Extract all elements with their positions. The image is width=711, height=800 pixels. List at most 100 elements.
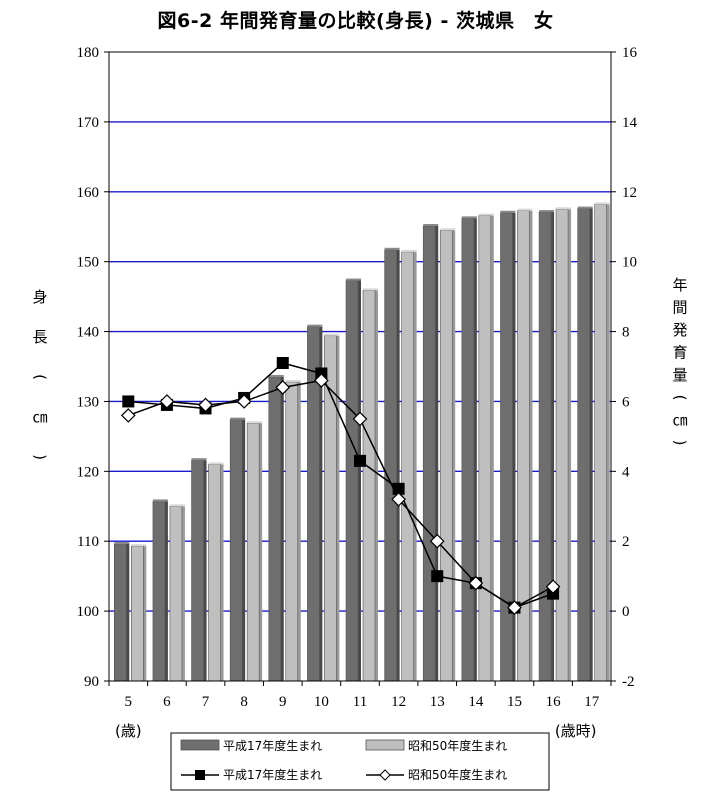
line-marker-diamond <box>120 408 136 423</box>
line-marker-diamond <box>275 380 291 395</box>
bar-top <box>208 462 224 465</box>
bar <box>208 464 221 682</box>
y-right-tick-label: 0 <box>622 604 630 620</box>
bar-shade <box>297 381 301 681</box>
bar-shade <box>529 210 533 682</box>
bar-top <box>131 544 147 547</box>
bar-top <box>324 333 340 336</box>
line-marker-diamond <box>236 394 252 409</box>
legend-label: 昭和50年度生まれ <box>408 738 507 753</box>
x-tick-label: 16 <box>546 694 562 710</box>
y-left-tick-label: 110 <box>77 534 99 550</box>
bar-shade <box>259 423 263 681</box>
y-right-tick-label: 16 <box>622 45 638 61</box>
line-marker-diamond <box>352 411 368 427</box>
legend-swatch-bar <box>365 739 405 751</box>
bar <box>229 419 243 682</box>
x-unit-label: (歳) <box>115 722 142 740</box>
y-right-tick-label: 2 <box>622 534 630 550</box>
bar-top <box>500 210 516 213</box>
bar-shade <box>181 506 185 681</box>
bar-top <box>191 458 207 461</box>
bar-shade <box>473 218 477 681</box>
y-right-axis-label: ) <box>671 440 689 446</box>
y-left-axis-label: ㎝ <box>32 408 47 426</box>
bar-top <box>461 216 477 219</box>
y-right-axis-label: 量 <box>672 366 687 384</box>
bar-top <box>363 288 378 291</box>
y-right-axis-label: 間 <box>672 299 687 317</box>
bar-shade <box>280 376 284 681</box>
y-right-axis-label: ( <box>671 395 689 401</box>
y-right-axis-label: ㎝ <box>672 411 687 429</box>
legend-label: 平成17年度生まれ <box>223 767 322 782</box>
x-tick-label: 12 <box>391 694 406 710</box>
bar-shade <box>203 460 207 681</box>
legend-label: 昭和50年度生まれ <box>408 767 507 782</box>
x-tick-label: 8 <box>240 694 248 710</box>
line-marker-diamond <box>545 579 561 594</box>
bar-shade <box>375 290 378 681</box>
x-tick-label: 14 <box>468 694 484 710</box>
line-marker-diamond <box>507 600 522 615</box>
line-marker-diamond <box>314 373 329 388</box>
bar <box>324 335 337 682</box>
bar-top <box>423 224 439 227</box>
bar <box>152 501 166 682</box>
y-right-tick-label: 8 <box>622 325 630 341</box>
line-marker-diamond <box>159 394 175 409</box>
bar-top <box>152 499 168 502</box>
bar-top <box>401 249 417 252</box>
bar-top <box>230 417 246 420</box>
bar-shade <box>396 249 400 681</box>
bar-top <box>346 278 361 281</box>
y-left-tick-label: 140 <box>77 325 100 341</box>
bar-shade <box>452 230 456 681</box>
y-right-tick-label: 10 <box>622 255 637 271</box>
bar <box>345 280 359 682</box>
x-unit-label: (歳時) <box>555 722 597 740</box>
line-marker-square <box>122 395 135 408</box>
y-right-tick-label: 14 <box>622 115 638 131</box>
bar <box>114 543 127 682</box>
line-marker-square <box>354 454 366 467</box>
bar <box>191 459 204 682</box>
bar <box>169 505 183 682</box>
bar-shade <box>413 251 417 682</box>
legend-box <box>170 732 550 791</box>
y-right-axis-label: 育 <box>672 344 687 362</box>
bar <box>594 204 607 682</box>
bar <box>422 225 436 682</box>
bar <box>131 545 144 682</box>
x-tick-label: 17 <box>584 694 600 710</box>
bar-top <box>114 542 130 545</box>
bar <box>439 229 453 682</box>
y-right-axis-label: 発 <box>672 321 687 339</box>
y-right-axis-label: 年 <box>672 276 687 294</box>
bar-shade <box>143 546 147 681</box>
x-tick-label: 9 <box>279 694 287 710</box>
y-left-tick-label: 170 <box>77 115 100 131</box>
x-tick-label: 10 <box>314 694 329 710</box>
y-left-axis-label: 身 <box>32 288 47 306</box>
bar-top <box>556 207 572 210</box>
y-left-tick-label: 130 <box>77 394 100 410</box>
bar <box>285 381 299 682</box>
bar <box>577 208 590 682</box>
y-right-tick-label: 12 <box>622 185 637 201</box>
x-tick-label: 6 <box>163 694 171 710</box>
y-right-tick-label: 6 <box>622 394 630 410</box>
bar-top <box>594 202 610 205</box>
bar-shade <box>551 212 555 681</box>
y-left-tick-label: 180 <box>77 45 100 61</box>
bar-shade <box>490 215 494 682</box>
legend-marker-square <box>195 770 205 780</box>
plot-frame <box>108 51 612 682</box>
bar-top <box>307 324 323 327</box>
y-left-tick-label: 120 <box>77 464 100 480</box>
bar-shade <box>126 544 130 681</box>
bar <box>478 215 492 682</box>
legend-label: 平成17年度生まれ <box>223 738 322 753</box>
bar-shade <box>512 212 516 681</box>
